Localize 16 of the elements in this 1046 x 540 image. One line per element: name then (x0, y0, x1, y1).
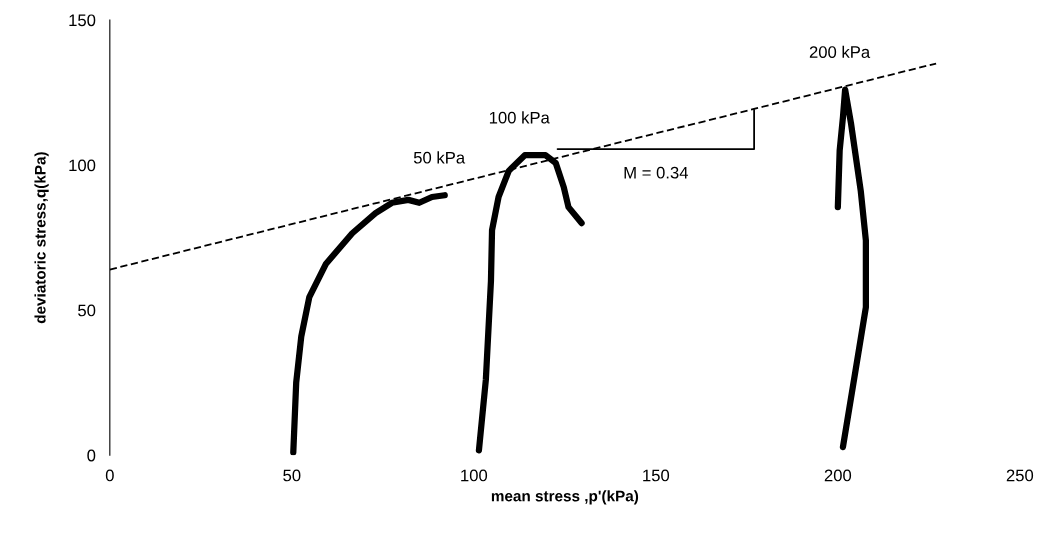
series-label: 100 kPa (489, 111, 550, 124)
y-tick-label: 0 (87, 449, 96, 462)
y-tick-label: 50 (78, 304, 96, 317)
x-tick-label: 250 (1006, 469, 1034, 482)
y-tick-label: 100 (69, 159, 96, 172)
text: 200 kPa (809, 45, 871, 58)
x-tick-label: 0 (105, 469, 114, 482)
y-axis-title: deviatoric stress,q(kPa) (34, 152, 49, 324)
y-tick-label: 150 (69, 14, 96, 27)
x-tick-label: 100 (461, 469, 488, 482)
x-tick-label: 150 (643, 469, 670, 482)
text: 50 kPa (413, 151, 466, 164)
x-axis-title: mean stress ,p'(kPa) (491, 490, 639, 505)
annotation: M = 0.34 (624, 166, 689, 179)
x-tick-label: 200 (824, 469, 852, 482)
x-tick-label: 50 (283, 469, 301, 482)
